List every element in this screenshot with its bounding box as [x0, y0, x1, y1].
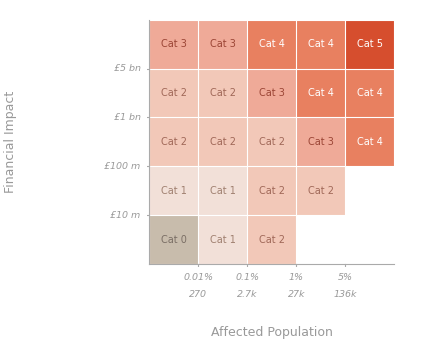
Text: Cat 3: Cat 3 — [161, 39, 187, 49]
Bar — [296, 68, 345, 117]
Text: £5 bn: £5 bn — [114, 64, 141, 73]
Text: Affected Population: Affected Population — [211, 326, 333, 339]
Text: Cat 2: Cat 2 — [259, 186, 285, 196]
Text: Cat 2: Cat 2 — [161, 88, 187, 98]
Bar — [345, 117, 394, 167]
Bar — [149, 117, 198, 167]
Text: Cat 2: Cat 2 — [161, 137, 187, 147]
Bar — [248, 19, 296, 68]
Text: Cat 4: Cat 4 — [308, 88, 334, 98]
Bar — [149, 68, 198, 117]
Text: £10 m: £10 m — [110, 211, 141, 220]
Text: 1%: 1% — [289, 273, 304, 282]
Bar — [248, 167, 296, 215]
Bar — [198, 167, 248, 215]
Bar — [248, 68, 296, 117]
Text: Cat 3: Cat 3 — [308, 137, 334, 147]
Text: 5%: 5% — [338, 273, 353, 282]
Bar — [198, 117, 248, 167]
Bar — [248, 215, 296, 264]
Bar — [296, 117, 345, 167]
Text: Cat 2: Cat 2 — [308, 186, 334, 196]
Bar — [296, 19, 345, 68]
Bar — [198, 68, 248, 117]
Text: 270: 270 — [190, 290, 207, 299]
Text: Cat 4: Cat 4 — [357, 137, 383, 147]
Text: Cat 4: Cat 4 — [357, 88, 383, 98]
Text: Cat 2: Cat 2 — [259, 235, 285, 245]
Text: 0.01%: 0.01% — [183, 273, 213, 282]
Bar — [345, 68, 394, 117]
Text: Cat 0: Cat 0 — [161, 235, 187, 245]
Text: Cat 5: Cat 5 — [357, 39, 383, 49]
Text: Cat 1: Cat 1 — [161, 186, 187, 196]
Text: 2.7k: 2.7k — [237, 290, 258, 299]
Text: Cat 4: Cat 4 — [308, 39, 334, 49]
Bar — [149, 167, 198, 215]
Text: Cat 1: Cat 1 — [210, 186, 236, 196]
Text: Cat 3: Cat 3 — [259, 88, 285, 98]
Text: 136k: 136k — [334, 290, 357, 299]
Text: Cat 4: Cat 4 — [259, 39, 285, 49]
Bar — [149, 19, 198, 68]
Text: £100 m: £100 m — [104, 162, 141, 171]
Text: Cat 2: Cat 2 — [259, 137, 285, 147]
Bar — [345, 19, 394, 68]
Text: Cat 2: Cat 2 — [210, 137, 236, 147]
Text: 0.1%: 0.1% — [235, 273, 259, 282]
Bar — [296, 167, 345, 215]
Text: Cat 2: Cat 2 — [210, 88, 236, 98]
Bar — [198, 19, 248, 68]
Bar — [149, 215, 198, 264]
Bar — [248, 117, 296, 167]
Text: Cat 1: Cat 1 — [210, 235, 236, 245]
Text: Financial Impact: Financial Impact — [4, 91, 17, 193]
Text: £1 bn: £1 bn — [114, 113, 141, 122]
Text: 27k: 27k — [288, 290, 305, 299]
Bar — [198, 215, 248, 264]
Text: Cat 3: Cat 3 — [210, 39, 236, 49]
